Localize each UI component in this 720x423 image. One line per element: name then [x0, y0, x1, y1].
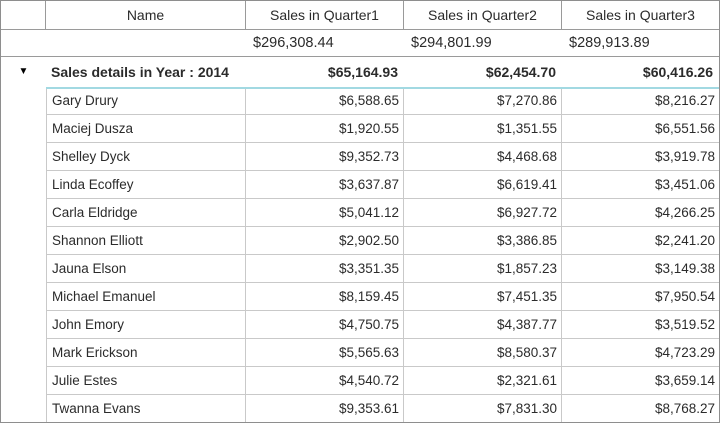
quarter2-cell[interactable]: $7,451.35 — [404, 283, 562, 311]
quarter1-cell[interactable]: $9,353.61 — [246, 395, 404, 422]
row-indent — [1, 171, 46, 199]
quarter3-cell[interactable]: $4,266.25 — [562, 199, 719, 227]
quarter1-cell[interactable]: $3,637.87 — [246, 171, 404, 199]
row-indent — [1, 115, 46, 143]
row-indent — [1, 339, 46, 367]
header-row: Name Sales in Quarter1 Sales in Quarter2… — [1, 1, 719, 30]
quarter3-cell[interactable]: $8,216.27 — [562, 87, 719, 115]
quarter2-cell[interactable]: $1,351.55 — [404, 115, 562, 143]
quarter1-cell[interactable]: $9,352.73 — [246, 143, 404, 171]
quarter3-cell[interactable]: $6,551.56 — [562, 115, 719, 143]
quarter3-cell[interactable]: $3,519.52 — [562, 311, 719, 339]
summary-row: $296,308.44 $294,801.99 $289,913.89 — [1, 30, 719, 57]
quarter1-cell[interactable]: $2,902.50 — [246, 227, 404, 255]
table-row[interactable]: Carla Eldridge $5,041.12 $6,927.72 $4,26… — [1, 199, 719, 227]
table-row[interactable]: Shelley Dyck $9,352.73 $4,468.68 $3,919.… — [1, 143, 719, 171]
row-indent — [1, 227, 46, 255]
quarter3-cell[interactable]: $7,950.54 — [562, 283, 719, 311]
quarter3-cell[interactable]: $8,768.27 — [562, 395, 719, 422]
row-indent — [1, 367, 46, 395]
table-row[interactable]: Twanna Evans $9,353.61 $7,831.30 $8,768.… — [1, 395, 719, 422]
quarter2-cell[interactable]: $8,580.37 — [404, 339, 562, 367]
quarter2-cell[interactable]: $3,386.85 — [404, 227, 562, 255]
quarter2-cell[interactable]: $2,321.61 — [404, 367, 562, 395]
row-indent — [1, 199, 46, 227]
group-quarter1-subtotal: $65,164.93 — [327, 64, 398, 80]
quarter1-cell[interactable]: $6,588.65 — [246, 87, 404, 115]
table-row[interactable]: John Emory $4,750.75 $4,387.77 $3,519.52 — [1, 311, 719, 339]
quarter2-cell[interactable]: $7,270.86 — [404, 87, 562, 115]
summary-quarter2-total: $294,801.99 — [411, 35, 492, 51]
column-header-quarter3[interactable]: Sales in Quarter3 — [586, 7, 695, 23]
table-row[interactable]: Mark Erickson $5,565.63 $8,580.37 $4,723… — [1, 339, 719, 367]
row-indent — [1, 143, 46, 171]
quarter1-cell[interactable]: $8,159.45 — [246, 283, 404, 311]
summary-name-cell — [46, 30, 246, 56]
group-expander-cell: ▼ — [1, 57, 46, 87]
table-row[interactable]: Jauna Elson $3,351.35 $1,857.23 $3,149.3… — [1, 255, 719, 283]
quarter3-cell[interactable]: $3,451.06 — [562, 171, 719, 199]
quarter2-cell[interactable]: $7,831.30 — [404, 395, 562, 422]
name-cell[interactable]: Gary Drury — [46, 87, 246, 115]
name-cell[interactable]: Mark Erickson — [46, 339, 246, 367]
quarter3-cell[interactable]: $2,241.20 — [562, 227, 719, 255]
collapse-triangle-icon[interactable]: ▼ — [18, 66, 29, 77]
row-indent — [1, 255, 46, 283]
quarter1-cell[interactable]: $4,750.75 — [246, 311, 404, 339]
quarter3-cell[interactable]: $3,919.78 — [562, 143, 719, 171]
expander-column-header — [1, 1, 46, 29]
table-row[interactable]: Linda Ecoffey $3,637.87 $6,619.41 $3,451… — [1, 171, 719, 199]
table-row[interactable]: Gary Drury $6,588.65 $7,270.86 $8,216.27 — [1, 87, 719, 115]
group-label: Sales details in Year : 2014 — [51, 64, 229, 80]
column-header-quarter2[interactable]: Sales in Quarter2 — [404, 1, 562, 29]
table-row[interactable]: Maciej Dusza $1,920.55 $1,351.55 $6,551.… — [1, 115, 719, 143]
name-cell[interactable]: Michael Emanuel — [46, 283, 246, 311]
group-quarter3-subtotal: $60,416.26 — [642, 64, 713, 80]
detail-rows-container: Gary Drury $6,588.65 $7,270.86 $8,216.27… — [1, 87, 719, 422]
row-indent — [1, 311, 46, 339]
group-row-2014[interactable]: ▼ Sales details in Year : 2014 $65,164.9… — [1, 57, 719, 87]
detail-top-border — [46, 87, 719, 89]
quarter2-cell[interactable]: $4,468.68 — [404, 143, 562, 171]
name-cell[interactable]: Shannon Elliott — [46, 227, 246, 255]
table-row[interactable]: Shannon Elliott $2,902.50 $3,386.85 $2,2… — [1, 227, 719, 255]
quarter2-cell[interactable]: $1,857.23 — [404, 255, 562, 283]
quarter3-cell[interactable]: $3,659.14 — [562, 367, 719, 395]
quarter1-cell[interactable]: $5,565.63 — [246, 339, 404, 367]
quarter2-cell[interactable]: $6,927.72 — [404, 199, 562, 227]
row-indent — [1, 395, 46, 422]
summary-expander-cell — [1, 30, 46, 56]
name-cell[interactable]: Jauna Elson — [46, 255, 246, 283]
quarter2-cell[interactable]: $4,387.77 — [404, 311, 562, 339]
summary-quarter3-total: $289,913.89 — [569, 35, 650, 51]
quarter3-cell[interactable]: $4,723.29 — [562, 339, 719, 367]
name-cell[interactable]: Carla Eldridge — [46, 199, 246, 227]
row-indent — [1, 283, 46, 311]
name-cell[interactable]: Julie Estes — [46, 367, 246, 395]
quarter1-cell[interactable]: $5,041.12 — [246, 199, 404, 227]
name-cell[interactable]: Shelley Dyck — [46, 143, 246, 171]
table-row[interactable]: Julie Estes $4,540.72 $2,321.61 $3,659.1… — [1, 367, 719, 395]
column-header-quarter1[interactable]: Sales in Quarter1 — [246, 1, 404, 29]
name-cell[interactable]: Linda Ecoffey — [46, 171, 246, 199]
name-cell[interactable]: Maciej Dusza — [46, 115, 246, 143]
quarter1-cell[interactable]: $3,351.35 — [246, 255, 404, 283]
name-cell[interactable]: John Emory — [46, 311, 246, 339]
column-header-name[interactable]: Name — [46, 1, 246, 29]
row-indent — [1, 87, 46, 115]
quarter1-cell[interactable]: $1,920.55 — [246, 115, 404, 143]
summary-quarter1-total: $296,308.44 — [253, 35, 334, 51]
table-row[interactable]: Michael Emanuel $8,159.45 $7,451.35 $7,9… — [1, 283, 719, 311]
group-quarter2-subtotal: $62,454.70 — [485, 64, 556, 80]
quarter1-cell[interactable]: $4,540.72 — [246, 367, 404, 395]
quarter2-cell[interactable]: $6,619.41 — [404, 171, 562, 199]
name-cell[interactable]: Twanna Evans — [46, 395, 246, 422]
quarter3-cell[interactable]: $3,149.38 — [562, 255, 719, 283]
